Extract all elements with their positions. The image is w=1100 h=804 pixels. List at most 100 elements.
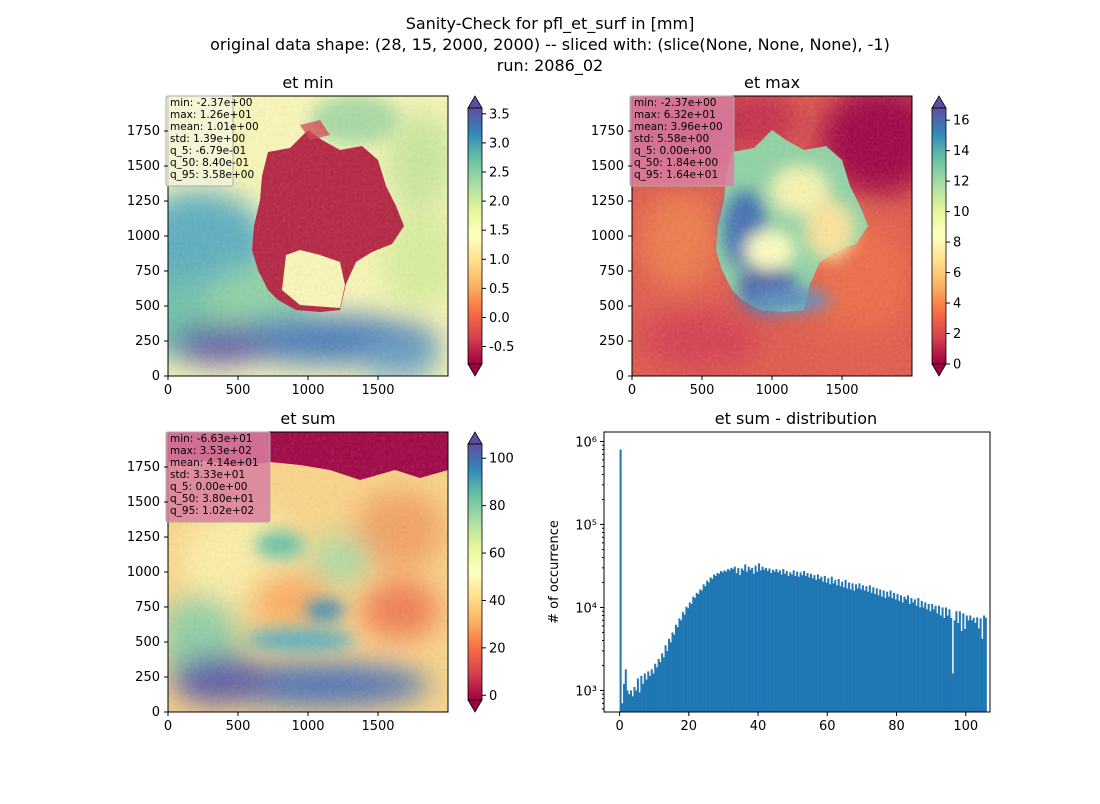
stat-q50: q_50: 8.40e-01 xyxy=(170,157,249,169)
histogram-bar xyxy=(818,579,821,712)
histogram-bar xyxy=(863,590,866,712)
colorbar-gradient xyxy=(931,107,947,365)
colorbar-tick-label: 10 xyxy=(953,205,970,220)
histogram-bar xyxy=(649,675,652,712)
histogram-bar xyxy=(695,592,698,712)
histogram-bar xyxy=(896,594,899,712)
histogram-bar xyxy=(761,566,764,712)
histogram-bar xyxy=(796,571,799,712)
heatmap-image xyxy=(632,96,912,376)
histogram-bar xyxy=(678,618,681,712)
histogram-bar xyxy=(687,608,690,712)
histogram-bar xyxy=(908,604,911,712)
histogram-bar xyxy=(979,618,982,712)
histogram-bar xyxy=(681,612,684,712)
stat-max: max: 3.53e+02 xyxy=(170,445,252,457)
colorbar-tick-label: 2.0 xyxy=(489,195,510,210)
histogram-bar xyxy=(844,579,847,712)
histogram-bar xyxy=(861,585,864,712)
stat-q95: q_95: 3.58e+00 xyxy=(170,169,254,181)
histogram-bar xyxy=(709,577,712,712)
histogram-bar xyxy=(903,596,906,712)
x-tick-label: 1000 xyxy=(291,383,324,398)
y-tick-label: 0 xyxy=(152,705,160,720)
y-tick-label: 500 xyxy=(599,299,624,314)
x-tick-label: 0 xyxy=(164,719,172,734)
histogram-bar xyxy=(629,690,632,712)
colorbar-extend-bottom xyxy=(467,363,483,377)
histogram-bar xyxy=(702,584,705,712)
histogram-bar xyxy=(669,642,672,712)
histogram-bar xyxy=(827,578,830,712)
x-ticks: 0 500 1000 1500 xyxy=(164,376,395,398)
histogram-bar xyxy=(758,563,761,712)
stats-box: min: -6.63e+01 max: 3.53e+02 mean: 4.14e… xyxy=(165,431,271,523)
histogram-bar xyxy=(953,620,956,712)
histogram-bar xyxy=(913,599,916,712)
y-tick-label: 1750 xyxy=(127,124,160,139)
histogram-bar xyxy=(624,669,627,712)
histogram-bar xyxy=(929,611,932,712)
x-tick-label: 60 xyxy=(819,719,836,734)
histogram-bar xyxy=(927,604,930,712)
histogram-bar xyxy=(830,576,833,712)
histogram-bar xyxy=(880,596,883,712)
histogram-bar xyxy=(735,573,738,712)
histogram-bar xyxy=(894,599,897,712)
y-tick-label: 500 xyxy=(135,299,160,314)
histogram-bar xyxy=(835,585,838,712)
x-tick-label: 500 xyxy=(690,383,715,398)
histogram-bar xyxy=(899,595,903,712)
histogram-bar xyxy=(773,571,776,712)
histogram-bar xyxy=(778,570,781,712)
colorbar-tick-label: 8 xyxy=(953,236,961,251)
histogram-bar xyxy=(886,591,889,712)
colorbar-gradient xyxy=(467,443,483,701)
histogram-bar xyxy=(849,589,852,712)
histogram-bar xyxy=(792,570,795,712)
histogram-bar xyxy=(912,602,915,712)
histogram-bar xyxy=(780,574,783,712)
y-tick-label: 1250 xyxy=(591,194,624,209)
panel-et-max: et max xyxy=(591,73,970,398)
colorbar-tick-label: 80 xyxy=(489,499,506,514)
y-ticks: 0 250 500 750 1000 1250 1500 1750 xyxy=(591,124,632,384)
x-tick-label: 40 xyxy=(750,719,767,734)
histogram-bar xyxy=(764,567,768,712)
histogram-bar xyxy=(969,615,972,712)
y-tick-label: 10⁶ xyxy=(575,435,597,450)
histogram-bar xyxy=(962,613,965,712)
histogram-bar xyxy=(865,586,868,712)
histogram-bar xyxy=(683,614,686,712)
colorbar-tick-label: 3.5 xyxy=(489,107,510,122)
colorbar-extend-top xyxy=(931,95,947,109)
histogram-bar xyxy=(694,597,697,712)
axes-frame xyxy=(603,431,991,713)
y-ticks: 0 250 500 750 1000 1250 1500 1750 xyxy=(127,460,168,720)
histogram-bar xyxy=(884,597,887,712)
histogram-bar xyxy=(837,579,840,712)
x-tick-label: 1500 xyxy=(361,719,394,734)
histogram-bar xyxy=(638,692,641,712)
x-tick-label: 0 xyxy=(615,719,623,734)
stat-q5: q_5: 0.00e+00 xyxy=(170,481,247,493)
x-ticks: 0 500 1000 1500 xyxy=(628,376,859,398)
histogram-bar xyxy=(782,569,785,712)
histogram-bar xyxy=(951,673,954,712)
colorbar-tick-label: 0.5 xyxy=(489,282,510,297)
histogram-bar xyxy=(716,573,719,712)
histogram-bar xyxy=(891,597,894,712)
histogram-bar xyxy=(640,675,643,712)
histogram-bar xyxy=(856,588,859,712)
histogram-bar xyxy=(737,567,740,712)
histogram-bar xyxy=(922,607,925,712)
histogram-bar xyxy=(685,606,688,712)
histogram-bar xyxy=(905,599,908,712)
colorbar-tick-label: 20 xyxy=(489,641,506,656)
colorbar-tick-label: 100 xyxy=(489,452,514,467)
x-tick-label: 100 xyxy=(953,719,978,734)
histogram-bar xyxy=(680,620,683,712)
histogram-bar xyxy=(666,650,669,712)
histogram-bar xyxy=(822,581,825,712)
